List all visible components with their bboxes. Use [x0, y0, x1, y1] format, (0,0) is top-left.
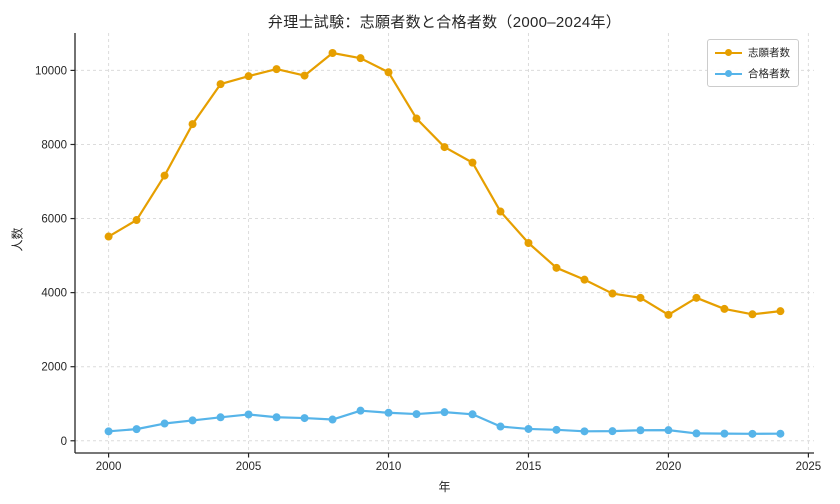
data-point-marker	[356, 54, 365, 63]
data-point-marker	[356, 406, 365, 415]
legend-item-applicants: 志願者数	[715, 45, 790, 60]
data-point-marker	[104, 427, 113, 436]
data-point-marker	[748, 429, 757, 438]
data-point-marker	[636, 293, 645, 302]
data-point-marker	[328, 49, 337, 57]
data-point-marker	[524, 424, 533, 433]
data-point-marker	[608, 427, 617, 436]
data-point-marker	[720, 429, 729, 438]
data-point-marker	[468, 410, 477, 419]
data-point-marker	[608, 289, 617, 298]
data-point-marker	[384, 408, 393, 417]
data-point-marker	[244, 410, 253, 419]
data-point-marker	[104, 232, 113, 241]
data-point-marker	[496, 207, 505, 216]
data-point-marker	[272, 413, 281, 422]
legend-label-passers: 合格者数	[748, 68, 790, 80]
data-point-marker	[580, 275, 589, 284]
series-line-0	[107, 51, 782, 316]
data-point-marker	[664, 426, 673, 435]
y-tick-label: 2000	[41, 362, 67, 374]
data-point-marker	[440, 408, 449, 417]
data-point-marker	[552, 263, 561, 272]
data-point-marker	[272, 65, 281, 74]
legend-label-applicants: 志願者数	[748, 47, 790, 59]
y-tick-label: 10000	[35, 65, 67, 77]
data-point-marker	[496, 422, 505, 431]
data-point-marker	[468, 158, 477, 167]
data-point-marker	[552, 425, 561, 434]
y-tick-label: 6000	[41, 214, 67, 226]
data-point-marker	[580, 427, 589, 436]
data-point-marker	[188, 120, 197, 129]
data-point-marker	[524, 239, 533, 247]
x-tick-label: 2015	[516, 461, 542, 473]
data-point-marker	[216, 413, 225, 422]
data-point-marker	[300, 414, 309, 423]
data-point-marker	[244, 72, 253, 81]
data-point-marker	[440, 143, 449, 152]
x-tick-label: 2005	[236, 461, 262, 473]
data-point-marker	[328, 415, 337, 424]
x-tick-label: 2025	[796, 461, 822, 473]
applicants-line-swatch-icon	[715, 48, 742, 57]
passers-line-swatch-icon	[715, 69, 742, 78]
data-point-marker	[748, 310, 757, 319]
x-axis-label: 年	[438, 480, 451, 494]
data-point-marker	[692, 429, 701, 438]
data-point-marker	[720, 304, 729, 313]
chart-title: 弁理士試験：志願者数と合格者数（2000–2024年）	[267, 14, 622, 31]
legend-item-passers: 合格者数	[715, 66, 790, 81]
data-point-marker	[216, 80, 225, 89]
data-point-marker	[636, 426, 645, 435]
data-point-marker	[132, 216, 141, 225]
data-point-marker	[160, 171, 169, 180]
data-point-marker	[188, 416, 197, 425]
data-point-marker	[384, 68, 393, 77]
data-point-marker	[412, 410, 421, 419]
data-point-marker	[300, 71, 309, 80]
y-axis-label: 人数	[10, 227, 25, 252]
y-tick-label: 8000	[41, 139, 67, 151]
data-point-marker	[692, 293, 701, 302]
x-tick-label: 2020	[656, 461, 682, 473]
data-point-marker	[160, 419, 169, 428]
data-point-marker	[132, 425, 141, 434]
legend: 志願者数 合格者数	[707, 39, 799, 87]
x-tick-label: 2010	[376, 461, 402, 473]
data-point-marker	[664, 310, 673, 319]
x-tick-label: 2000	[96, 461, 122, 473]
y-tick-label: 0	[61, 436, 67, 448]
y-tick-label: 4000	[41, 288, 67, 300]
data-point-marker	[776, 429, 785, 438]
data-point-marker	[776, 307, 785, 316]
data-point-marker	[412, 114, 421, 123]
